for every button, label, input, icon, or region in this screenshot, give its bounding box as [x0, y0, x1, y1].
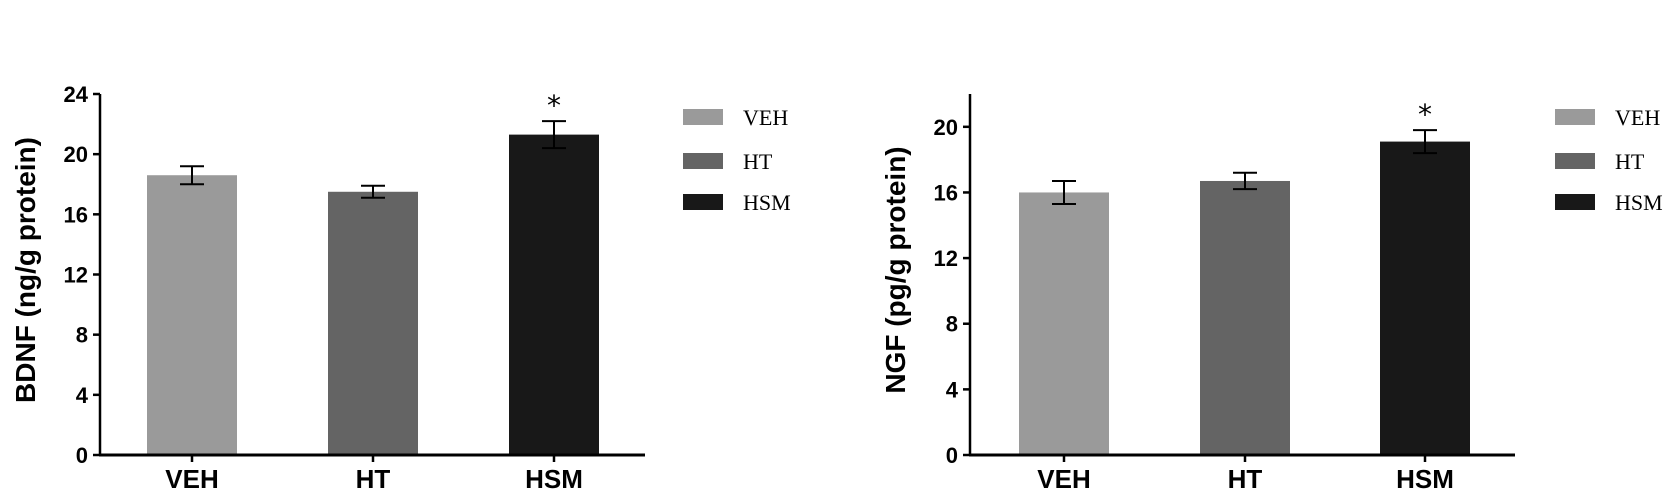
- legend-swatch-veh: [683, 109, 723, 125]
- legend-label: HT: [1615, 149, 1645, 174]
- y-tick-label: 20: [934, 115, 958, 140]
- chart-1: VEH HT * HSM 0 4 8 12 16 20 24 BDNF (ng/g protein) V…: [10, 82, 791, 494]
- y-tick-label: 8: [76, 323, 88, 348]
- y-tick-label: 16: [934, 180, 958, 205]
- x-tick-label: HT: [1228, 464, 1263, 494]
- bar-veh: [1019, 192, 1109, 456]
- bar-ht: [1200, 180, 1290, 455]
- bar-hsm: [1380, 141, 1470, 455]
- bar-veh: [147, 175, 237, 455]
- bar-hsm: [509, 134, 599, 456]
- y-tick-label: 0: [76, 443, 88, 468]
- x-tick-label: HSM: [525, 464, 583, 494]
- legend-swatch-ht: [1555, 153, 1595, 169]
- y-tick-label: 0: [946, 443, 958, 468]
- legend-label: HT: [743, 149, 773, 174]
- legend-swatch-ht: [683, 153, 723, 169]
- chart-2: VEH HT * HSM 0 4 8 12 16 20 NGF (pg/g protein) VEH H…: [880, 94, 1663, 494]
- legend-swatch-hsm: [1555, 194, 1595, 210]
- x-tick-label: HSM: [1396, 464, 1454, 494]
- legend-swatch-hsm: [683, 194, 723, 210]
- significance-marker: *: [1418, 98, 1432, 131]
- y-tick-label: 12: [934, 246, 958, 271]
- legend-label: HSM: [743, 190, 791, 215]
- x-tick-label: HT: [356, 464, 391, 494]
- x-tick-label: VEH: [1037, 464, 1090, 494]
- significance-marker: *: [547, 89, 561, 122]
- legend-label: VEH: [1615, 105, 1660, 130]
- y-tick-label: 4: [76, 383, 89, 408]
- y-tick-label: 4: [946, 377, 959, 402]
- legend-swatch-veh: [1555, 109, 1595, 125]
- legend-label: HSM: [1615, 190, 1663, 215]
- y-axis-label: NGF (pg/g protein): [880, 146, 911, 393]
- y-tick-label: 24: [64, 82, 89, 107]
- x-tick-label: VEH: [165, 464, 218, 494]
- y-tick-label: 12: [64, 263, 88, 288]
- legend-label: VEH: [743, 105, 788, 130]
- y-tick-label: 20: [64, 142, 88, 167]
- y-axis-label: BDNF (ng/g protein): [10, 137, 41, 403]
- bar-ht: [328, 191, 418, 456]
- y-tick-label: 8: [946, 312, 958, 337]
- y-tick-label: 16: [64, 202, 88, 227]
